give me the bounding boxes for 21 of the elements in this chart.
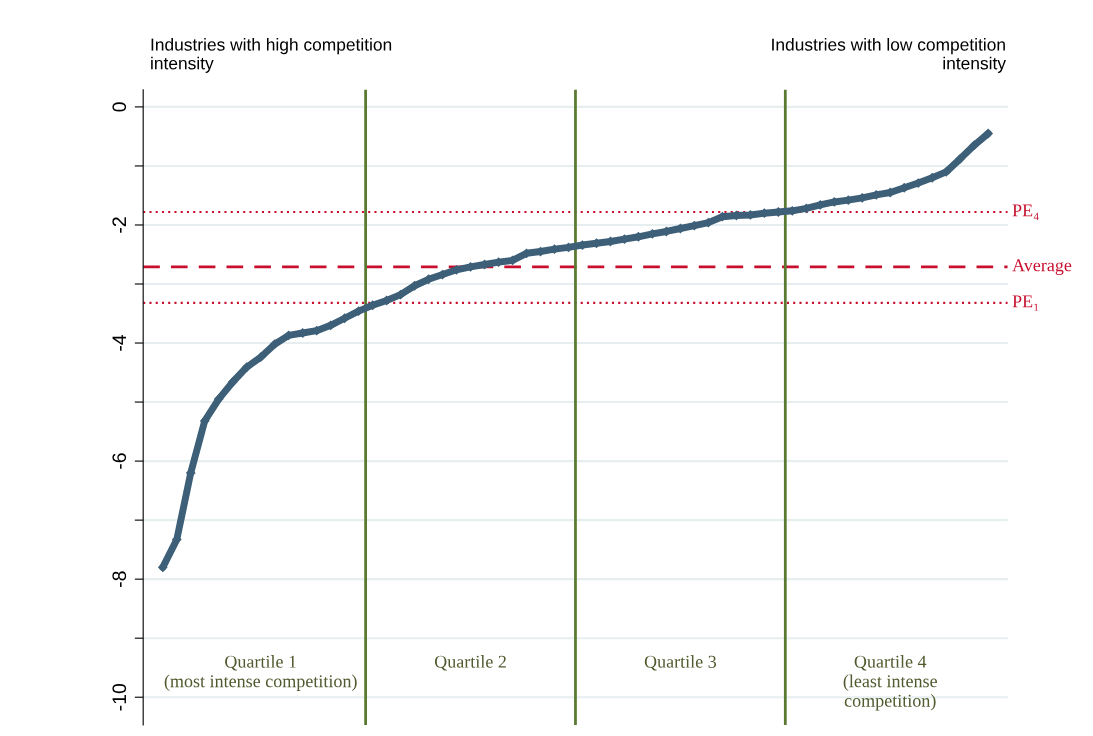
y-tick-label: -2 bbox=[112, 217, 126, 233]
ref-line-label: PE₄ bbox=[1012, 204, 1039, 220]
y-tick-label: -8 bbox=[112, 571, 127, 587]
point bbox=[969, 140, 980, 151]
annotation: Quartile 2 bbox=[434, 655, 506, 671]
text: Industries with high competition intensity bbox=[151, 38, 392, 73]
point bbox=[955, 153, 966, 164]
y-tick-label: 0 bbox=[112, 102, 127, 112]
ref-line-label: PE₁ bbox=[1012, 295, 1039, 311]
point bbox=[255, 352, 266, 363]
ref-line-label: Average bbox=[1012, 259, 1072, 276]
point bbox=[983, 128, 994, 139]
point bbox=[227, 377, 238, 387]
annotation: Quartile 3 bbox=[644, 655, 717, 671]
y-tick-label: -4 bbox=[112, 334, 126, 351]
text: Industries with low competition intensity bbox=[772, 38, 1006, 73]
annotation: Quartile 1 (most intense competition) bbox=[164, 655, 357, 691]
y-tick-label: -10 bbox=[112, 683, 127, 711]
y-tick-label: -6 bbox=[112, 453, 127, 469]
annotation: Quartile 4 (least intense competition) bbox=[843, 655, 937, 711]
point bbox=[241, 362, 252, 373]
